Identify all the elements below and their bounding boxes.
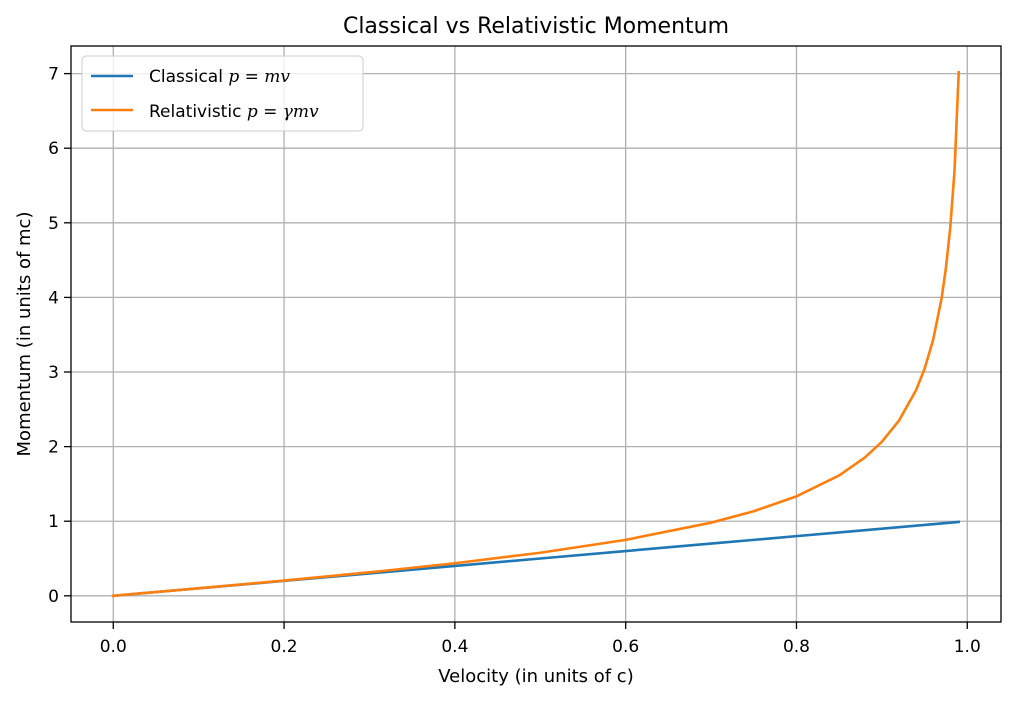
y-tick-label: 5 (48, 214, 59, 234)
series-line-relativistic (111, 70, 961, 598)
y-axis-label: Momentum (in units of mc) (14, 212, 35, 457)
x-axis-label: Velocity (in units of c) (438, 666, 633, 687)
x-tick-label: 0.8 (783, 637, 810, 657)
y-tick-label: 0 (48, 587, 59, 607)
legend: Classical p = mv Relativistic p = γmv (81, 55, 364, 132)
x-tick-label: 1.0 (954, 637, 981, 657)
chart-title: Classical vs Relativistic Momentum (343, 14, 729, 39)
y-tick-label: 1 (48, 512, 59, 532)
y-tick-label: 2 (48, 438, 59, 458)
legend-box (81, 55, 364, 132)
y-tick-label: 7 (48, 65, 59, 85)
legend-label-relativistic: Relativistic p = γmv (149, 102, 319, 122)
y-tick-label: 6 (48, 139, 59, 159)
y-tick-label: 4 (48, 288, 59, 308)
x-tick-label: 0.6 (612, 637, 639, 657)
x-tick-label: 0.2 (271, 637, 298, 657)
y-tick-label: 3 (48, 363, 59, 383)
x-tick-label: 0.0 (100, 637, 127, 657)
legend-label-classical-math: p = mv (228, 67, 290, 87)
y-axis: 0 1 2 3 4 5 6 7 (48, 65, 71, 607)
legend-label-classical: Classical p = mv (149, 67, 290, 87)
series-layer (111, 70, 961, 598)
x-axis: 0.0 0.2 0.4 0.6 0.8 1.0 (100, 622, 981, 657)
legend-label-classical-text: Classical (149, 67, 228, 87)
grid-lines (71, 46, 1001, 622)
legend-label-relativistic-math: p = γmv (247, 102, 319, 122)
series-line-classical (111, 520, 961, 598)
legend-label-relativistic-text: Relativistic (149, 102, 247, 122)
x-tick-label: 0.4 (441, 637, 468, 657)
plot-frame (70, 45, 1002, 623)
